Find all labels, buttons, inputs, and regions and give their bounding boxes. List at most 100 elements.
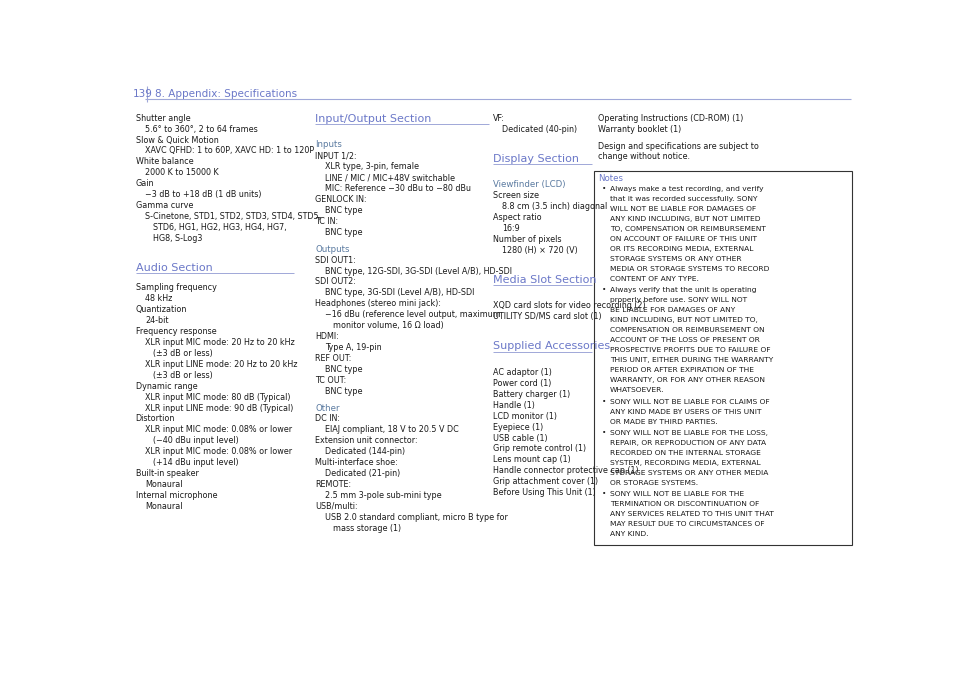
- Text: BNC type, 3G-SDI (Level A/B), HD-SDI: BNC type, 3G-SDI (Level A/B), HD-SDI: [324, 288, 474, 298]
- Text: LCD monitor (1): LCD monitor (1): [492, 412, 556, 421]
- Text: Media Slot Section: Media Slot Section: [492, 275, 596, 285]
- Text: 2000 K to 15000 K: 2000 K to 15000 K: [145, 168, 218, 178]
- Text: Monaural: Monaural: [145, 480, 182, 489]
- Text: that it was recorded successfully. SONY: that it was recorded successfully. SONY: [610, 196, 757, 202]
- Text: MIC: Reference −30 dBu to −80 dBu: MIC: Reference −30 dBu to −80 dBu: [324, 184, 470, 193]
- Text: Grip remote control (1): Grip remote control (1): [492, 444, 585, 454]
- Text: (+14 dBu input level): (+14 dBu input level): [153, 458, 238, 467]
- Text: (−40 dBu input level): (−40 dBu input level): [153, 436, 239, 446]
- Text: •: •: [601, 287, 606, 293]
- Text: Monaural: Monaural: [145, 502, 182, 511]
- Text: RECORDED ON THE INTERNAL STORAGE: RECORDED ON THE INTERNAL STORAGE: [610, 450, 760, 456]
- Text: Multi-interface shoe:: Multi-interface shoe:: [314, 458, 397, 467]
- Text: BNC type: BNC type: [324, 364, 362, 374]
- Text: Warranty booklet (1): Warranty booklet (1): [598, 125, 680, 134]
- Text: −16 dBu (reference level output, maximum: −16 dBu (reference level output, maximum: [324, 310, 500, 319]
- Text: Audio Section: Audio Section: [135, 263, 213, 273]
- Text: Before Using This Unit (1): Before Using This Unit (1): [492, 488, 595, 497]
- Text: ON ACCOUNT OF FAILURE OF THIS UNIT: ON ACCOUNT OF FAILURE OF THIS UNIT: [610, 236, 757, 242]
- Text: XLR input MIC mode: 80 dB (Typical): XLR input MIC mode: 80 dB (Typical): [145, 393, 291, 402]
- Text: BNC type: BNC type: [324, 227, 362, 237]
- Text: BNC type: BNC type: [324, 387, 362, 396]
- Text: ANY KIND.: ANY KIND.: [610, 531, 648, 537]
- Text: Type A, 19-pin: Type A, 19-pin: [324, 343, 381, 352]
- Text: STORAGE SYSTEMS OR ANY OTHER MEDIA: STORAGE SYSTEMS OR ANY OTHER MEDIA: [610, 470, 768, 476]
- Text: Viewfinder (LCD): Viewfinder (LCD): [492, 180, 564, 189]
- Text: monitor volume, 16 Ω load): monitor volume, 16 Ω load): [333, 321, 443, 330]
- Text: LINE / MIC / MIC+48V switchable: LINE / MIC / MIC+48V switchable: [324, 173, 455, 182]
- Text: 16:9: 16:9: [501, 224, 519, 233]
- Text: Inputs: Inputs: [314, 140, 342, 149]
- Text: Display Section: Display Section: [492, 154, 578, 163]
- Text: •: •: [601, 186, 606, 192]
- Text: Notes: Notes: [598, 174, 622, 183]
- Text: WHATSOEVER.: WHATSOEVER.: [610, 387, 664, 394]
- Text: Grip attachment cover (1): Grip attachment cover (1): [492, 477, 598, 486]
- Text: CONTENT OF ANY TYPE.: CONTENT OF ANY TYPE.: [610, 276, 699, 282]
- Text: properly before use. SONY WILL NOT: properly before use. SONY WILL NOT: [610, 297, 746, 303]
- Text: Slow & Quick Motion: Slow & Quick Motion: [135, 136, 218, 144]
- Text: XLR input MIC mode: 0.08% or lower: XLR input MIC mode: 0.08% or lower: [145, 448, 292, 456]
- Text: STORAGE SYSTEMS OR ANY OTHER: STORAGE SYSTEMS OR ANY OTHER: [610, 256, 741, 262]
- Text: Frequency response: Frequency response: [135, 327, 216, 336]
- Text: STD6, HG1, HG2, HG3, HG4, HG7,: STD6, HG1, HG2, HG3, HG4, HG7,: [153, 223, 287, 232]
- Text: USB 2.0 standard compliant, micro B type for: USB 2.0 standard compliant, micro B type…: [324, 513, 507, 522]
- Text: Screen size: Screen size: [492, 191, 538, 200]
- Text: EIAJ compliant, 18 V to 20.5 V DC: EIAJ compliant, 18 V to 20.5 V DC: [324, 425, 458, 434]
- Text: XLR type, 3-pin, female: XLR type, 3-pin, female: [324, 162, 418, 171]
- Text: Handle connector protective cap (1): Handle connector protective cap (1): [492, 466, 638, 475]
- Text: SDI OUT1:: SDI OUT1:: [314, 256, 355, 265]
- Text: ANY KIND INCLUDING, BUT NOT LIMITED: ANY KIND INCLUDING, BUT NOT LIMITED: [610, 216, 760, 221]
- Text: INPUT 1/2:: INPUT 1/2:: [314, 151, 356, 161]
- Text: UTILITY SD/MS card slot (1): UTILITY SD/MS card slot (1): [492, 313, 600, 321]
- Text: XAVC QFHD: 1 to 60P, XAVC HD: 1 to 120P: XAVC QFHD: 1 to 60P, XAVC HD: 1 to 120P: [145, 146, 314, 155]
- Text: ACCOUNT OF THE LOSS OF PRESENT OR: ACCOUNT OF THE LOSS OF PRESENT OR: [610, 338, 760, 344]
- Text: Dedicated (21-pin): Dedicated (21-pin): [324, 469, 399, 478]
- Text: OR STORAGE SYSTEMS.: OR STORAGE SYSTEMS.: [610, 480, 698, 486]
- Text: Power cord (1): Power cord (1): [492, 379, 551, 388]
- Text: Internal microphone: Internal microphone: [135, 491, 216, 500]
- Text: SONY WILL NOT BE LIABLE FOR THE LOSS,: SONY WILL NOT BE LIABLE FOR THE LOSS,: [610, 430, 767, 436]
- Text: Built-in speaker: Built-in speaker: [135, 469, 198, 478]
- Text: Design and specifications are subject to: Design and specifications are subject to: [598, 142, 759, 151]
- Text: Eyepiece (1): Eyepiece (1): [492, 423, 542, 431]
- Text: change without notice.: change without notice.: [598, 153, 690, 161]
- Text: REPAIR, OR REPRODUCTION OF ANY DATA: REPAIR, OR REPRODUCTION OF ANY DATA: [610, 440, 765, 446]
- Text: Dedicated (40-pin): Dedicated (40-pin): [501, 125, 577, 134]
- Text: OR ITS RECORDING MEDIA, EXTERNAL: OR ITS RECORDING MEDIA, EXTERNAL: [610, 246, 753, 252]
- Text: 24-bit: 24-bit: [145, 316, 169, 325]
- Text: BNC type, 12G-SDI, 3G-SDI (Level A/B), HD-SDI: BNC type, 12G-SDI, 3G-SDI (Level A/B), H…: [324, 267, 511, 275]
- Text: TERMINATION OR DISCONTINUATION OF: TERMINATION OR DISCONTINUATION OF: [610, 502, 759, 507]
- Text: Input/Output Section: Input/Output Section: [314, 114, 431, 124]
- Text: (±3 dB or less): (±3 dB or less): [153, 371, 213, 380]
- Text: Quantization: Quantization: [135, 305, 187, 315]
- Text: Distortion: Distortion: [135, 414, 174, 423]
- Text: Gain: Gain: [135, 180, 153, 188]
- Text: WILL NOT BE LIABLE FOR DAMAGES OF: WILL NOT BE LIABLE FOR DAMAGES OF: [610, 206, 756, 212]
- Text: HG8, S-Log3: HG8, S-Log3: [153, 234, 202, 243]
- Text: ANY KIND MADE BY USERS OF THIS UNIT: ANY KIND MADE BY USERS OF THIS UNIT: [610, 408, 760, 414]
- Text: WARRANTY, OR FOR ANY OTHER REASON: WARRANTY, OR FOR ANY OTHER REASON: [610, 377, 764, 383]
- Text: 8. Appendix: Specifications: 8. Appendix: Specifications: [154, 89, 296, 99]
- Text: 2.5 mm 3-pole sub-mini type: 2.5 mm 3-pole sub-mini type: [324, 491, 441, 500]
- Text: USB/multi:: USB/multi:: [314, 502, 357, 511]
- Text: BNC type: BNC type: [324, 206, 362, 215]
- Text: •: •: [601, 430, 606, 436]
- Text: Number of pixels: Number of pixels: [492, 235, 560, 244]
- Text: SYSTEM, RECORDING MEDIA, EXTERNAL: SYSTEM, RECORDING MEDIA, EXTERNAL: [610, 460, 760, 466]
- Text: VF:: VF:: [492, 114, 504, 123]
- Text: Dedicated (144-pin): Dedicated (144-pin): [324, 448, 404, 456]
- Text: XLR input LINE mode: 90 dB (Typical): XLR input LINE mode: 90 dB (Typical): [145, 404, 294, 412]
- Text: DC IN:: DC IN:: [314, 414, 340, 423]
- Text: (±3 dB or less): (±3 dB or less): [153, 349, 213, 358]
- Text: PERIOD OR AFTER EXPIRATION OF THE: PERIOD OR AFTER EXPIRATION OF THE: [610, 367, 754, 373]
- Text: GENLOCK IN:: GENLOCK IN:: [314, 195, 366, 204]
- Text: mass storage (1): mass storage (1): [333, 524, 400, 533]
- Text: USB cable (1): USB cable (1): [492, 433, 547, 443]
- Text: •: •: [601, 491, 606, 497]
- Text: PROSPECTIVE PROFITS DUE TO FAILURE OF: PROSPECTIVE PROFITS DUE TO FAILURE OF: [610, 348, 770, 353]
- Text: Dynamic range: Dynamic range: [135, 381, 197, 391]
- Text: Outputs: Outputs: [314, 245, 350, 254]
- Text: Battery charger (1): Battery charger (1): [492, 390, 569, 399]
- Text: REMOTE:: REMOTE:: [314, 480, 351, 489]
